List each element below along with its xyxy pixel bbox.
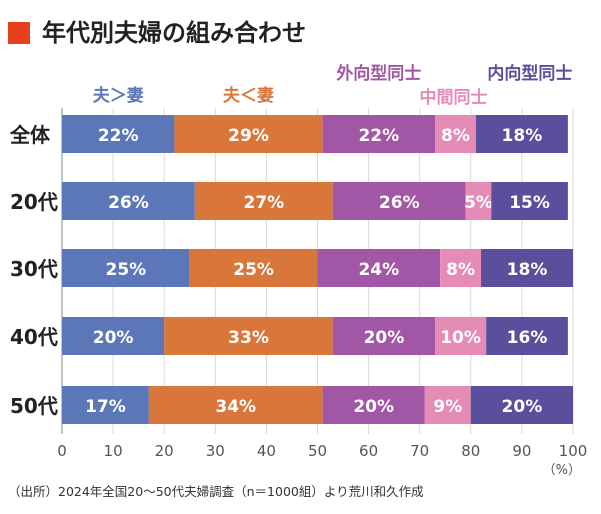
- bar-segment: [194, 182, 333, 220]
- x-axis-unit: （%）: [543, 463, 581, 478]
- bar-segment: [174, 115, 323, 153]
- data-label: 17%: [85, 397, 126, 417]
- bar-segment: [424, 386, 471, 424]
- bar-segment: [317, 249, 441, 287]
- data-label: 20%: [502, 397, 543, 417]
- source-note: （出所）2024年全国20〜50代夫婦調査（n＝1000組）より荒川和久作成: [8, 484, 424, 499]
- data-label: 10%: [440, 328, 481, 348]
- data-label: 20%: [364, 328, 405, 348]
- bar-segment: [332, 182, 466, 220]
- bar-segment: [62, 386, 149, 424]
- x-tick-label: 100: [559, 442, 588, 460]
- data-label: 34%: [215, 397, 256, 417]
- category-labels: 全体 20代 30代 40代 50代: [9, 123, 58, 418]
- bar-segment: [440, 249, 482, 287]
- data-label: 25%: [233, 260, 274, 280]
- x-tick-label: 70: [410, 442, 429, 460]
- x-tick-label: 90: [512, 442, 531, 460]
- bar-segment: [62, 317, 165, 355]
- legend-entry: 夫＞妻: [93, 85, 144, 106]
- data-label: 29%: [228, 126, 269, 146]
- category-label: 20代: [10, 190, 58, 214]
- x-tick-label: 40: [257, 442, 276, 460]
- bar-segment: [322, 115, 436, 153]
- bar-segment: [62, 249, 190, 287]
- x-tick-label: 10: [104, 442, 123, 460]
- legend-entry: 夫＜妻: [223, 85, 274, 106]
- data-label: 18%: [507, 260, 548, 280]
- data-label: 25%: [106, 260, 147, 280]
- bar-segment: [435, 115, 476, 153]
- bars: 22% 29% 22% 8% 18% 26% 27% 26% 5% 15% 25% 25% 24% 8% 1…: [62, 115, 573, 424]
- bar-segment: [62, 182, 195, 220]
- bar-segment: [481, 249, 573, 287]
- bar-segment: [470, 386, 573, 424]
- bar-segment: [435, 317, 487, 355]
- bar-segment: [62, 115, 175, 153]
- data-label: 27%: [243, 193, 284, 213]
- data-label: 16%: [507, 328, 548, 348]
- x-tick-label: 50: [308, 442, 327, 460]
- bar-segment: [322, 386, 425, 424]
- legend-entry: 外向型同士: [336, 63, 421, 84]
- data-label: 8%: [441, 126, 470, 146]
- data-label: 9%: [433, 397, 462, 417]
- category-label: 50代: [10, 394, 58, 418]
- bar-segment: [491, 182, 568, 220]
- data-label: 26%: [379, 193, 420, 213]
- data-label: 22%: [98, 126, 139, 146]
- data-label: 18%: [502, 126, 543, 146]
- x-tick-label: 20: [155, 442, 174, 460]
- x-tick-label: 0: [57, 442, 67, 460]
- data-label: 20%: [353, 397, 394, 417]
- bar-segment: [465, 182, 492, 220]
- x-axis-ticks: 0 10 20 30 40 50 60 70 80 90 100: [57, 442, 587, 460]
- data-label: 24%: [358, 260, 399, 280]
- bar-segment: [486, 317, 568, 355]
- legend-entry: 内向型同士: [487, 63, 572, 84]
- data-label: 22%: [358, 126, 399, 146]
- x-tick-label: 60: [359, 442, 378, 460]
- chart-title: 年代別夫婦の組み合わせ: [42, 19, 306, 47]
- data-label: 8%: [446, 260, 475, 280]
- legend-entry: 中間同士: [419, 87, 487, 108]
- data-label: 20%: [93, 328, 134, 348]
- x-tick-label: 30: [206, 442, 225, 460]
- data-label: 5%: [464, 193, 493, 213]
- title-marker: [8, 22, 30, 44]
- x-tick-label: 80: [461, 442, 480, 460]
- bar-segment: [148, 386, 323, 424]
- bar-segment: [475, 115, 568, 153]
- category-label: 40代: [10, 325, 58, 349]
- category-label: 全体: [9, 123, 51, 147]
- bar-segment: [332, 317, 436, 355]
- data-label: 33%: [228, 328, 269, 348]
- category-label: 30代: [10, 257, 58, 281]
- bar-segment: [164, 317, 333, 355]
- data-label: 26%: [108, 193, 149, 213]
- data-label: 15%: [509, 193, 550, 213]
- bar-segment: [189, 249, 318, 287]
